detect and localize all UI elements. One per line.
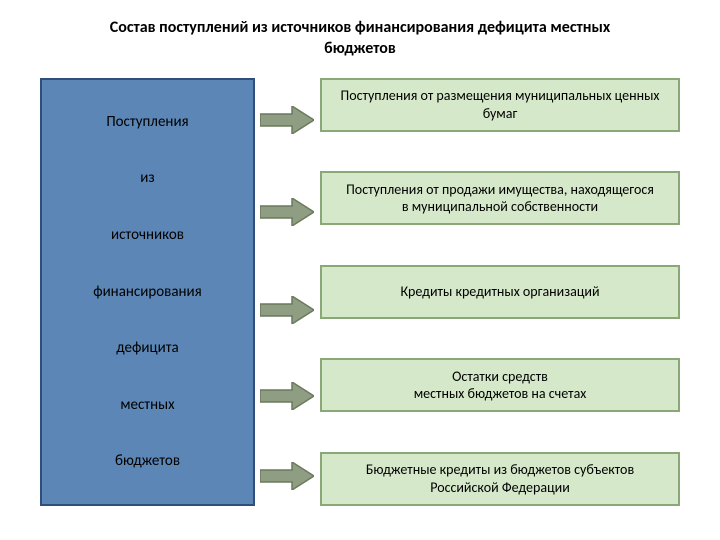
left-word: дефицита [116, 339, 178, 357]
page-title: Состав поступлений из источников финанси… [0, 0, 720, 68]
arrow-icon [260, 198, 314, 226]
diagram-content: Поступления из источников финансирования деф… [40, 78, 680, 528]
left-word: из [140, 169, 154, 187]
right-item-box: Поступления от продажи имущества, находя… [320, 171, 680, 225]
right-item-box: Остатки средств местных бюджетов на счет… [320, 358, 680, 412]
arrow-icon [260, 382, 314, 410]
left-word: местных [120, 396, 174, 414]
left-word: источников [111, 226, 184, 244]
right-item-box: Поступления от размещения муниципальных … [320, 78, 680, 132]
arrow-icon [260, 106, 314, 134]
left-word: Поступления [106, 113, 188, 131]
left-word: бюджетов [115, 452, 180, 470]
right-items-column: Поступления от размещения муниципальных … [320, 78, 680, 506]
arrow-icon [260, 462, 314, 490]
right-item-box: Кредиты кредитных организаций [320, 265, 680, 319]
left-word: финансирования [93, 283, 202, 301]
right-item-box: Бюджетные кредиты из бюджетов субъектов … [320, 452, 680, 506]
arrow-icon [260, 296, 314, 324]
left-source-box: Поступления из источников финансирования деф… [40, 78, 255, 506]
